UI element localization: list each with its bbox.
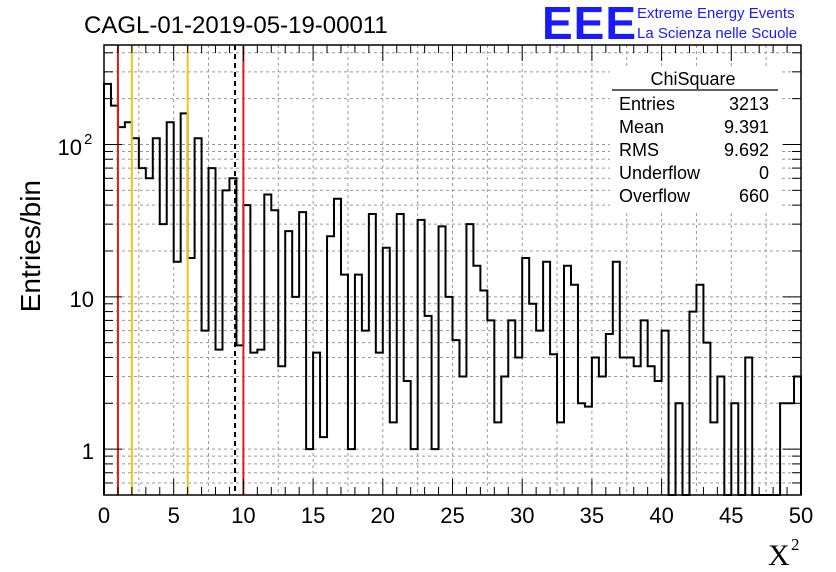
- x-tick-label: 20: [371, 503, 395, 528]
- x-tick-label: 50: [789, 503, 813, 528]
- eee-logo-mark: EEE: [542, 0, 637, 49]
- stats-value-underflow: 0: [759, 163, 769, 183]
- x-tick-label: 5: [168, 503, 180, 528]
- x-tick-labels: 0 5 10 15 20 25 30 35 40 45 50: [98, 503, 813, 528]
- chart-title: CAGL-01-2019-05-19-00011: [84, 12, 388, 39]
- y-tick-label-100: 10: [58, 135, 82, 160]
- x-tick-label: 45: [719, 503, 743, 528]
- stats-label-overflow: Overflow: [619, 186, 691, 206]
- x-axis-title: X: [768, 539, 790, 572]
- reference-lines: [116, 45, 245, 495]
- stats-label-underflow: Underflow: [619, 163, 701, 183]
- x-tick-label: 35: [580, 503, 604, 528]
- y-tick-label-10: 10: [70, 287, 94, 312]
- x-tick-label: 30: [510, 503, 534, 528]
- histogram-step-line: [103, 82, 802, 496]
- x-tick-label: 25: [440, 503, 464, 528]
- x-tick-label: 15: [301, 503, 325, 528]
- stats-value-rms: 9.692: [724, 140, 769, 160]
- x-tick-label: 10: [231, 503, 255, 528]
- stats-label-rms: RMS: [619, 140, 659, 160]
- stats-label-entries: Entries: [619, 94, 675, 114]
- stats-value-mean: 9.391: [724, 117, 769, 137]
- stats-box-background: [610, 68, 780, 210]
- x-axis-title-base: X: [768, 539, 790, 572]
- y-tick-label-100-base: 10: [58, 135, 82, 160]
- y-tick-label-1: 1: [82, 439, 94, 464]
- stats-value-overflow: 660: [739, 186, 769, 206]
- x-tick-label: 40: [649, 503, 673, 528]
- histogram-bars: [103, 82, 802, 496]
- stats-label-mean: Mean: [619, 117, 664, 137]
- y-axis-title: Entries/bin: [15, 180, 46, 312]
- stats-box: ChiSquare Entries 3213 Mean 9.391 RMS 9.…: [610, 68, 780, 210]
- stats-value-entries: 3213: [729, 94, 769, 114]
- axis-ticks: [103, 45, 802, 496]
- logo-line-2: La Scienza nelle Scuole: [637, 25, 797, 42]
- eee-logo: EEE Extreme Energy Events La Scienza nel…: [542, 0, 797, 49]
- logo-line-1: Extreme Energy Events: [637, 5, 795, 22]
- x-tick-label: 0: [98, 503, 110, 528]
- y-tick-label-100-exponent: 2: [84, 131, 92, 148]
- stats-title: ChiSquare: [650, 69, 735, 89]
- x-axis-title-superscript: 2: [791, 535, 800, 554]
